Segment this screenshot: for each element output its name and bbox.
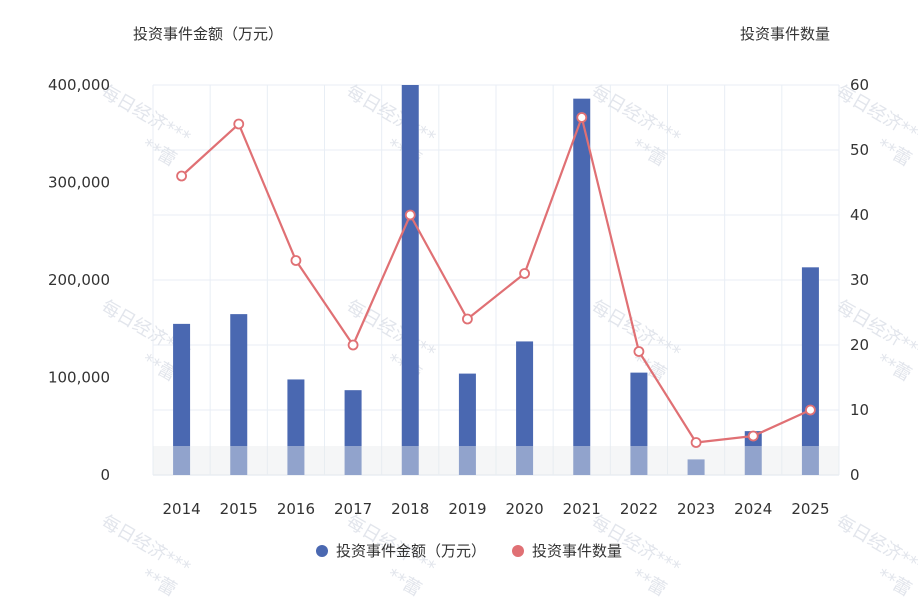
bar-2025[interactable]: [802, 267, 819, 475]
watermark-text: 每日经济***: [833, 511, 918, 579]
x-axis-tick-label: 2019: [448, 500, 486, 518]
watermark-layer: 每日经济*****蕾每日经济*****蕾每日经济*****蕾每日经济*****蕾…: [85, 81, 918, 601]
right-axis-tick-label: 30: [850, 271, 869, 289]
bar-2018[interactable]: [402, 85, 419, 475]
line-point-2021[interactable]: [577, 113, 586, 122]
line-point-2023[interactable]: [692, 438, 701, 447]
line-point-2018[interactable]: [406, 211, 415, 220]
legend-marker: [316, 545, 328, 557]
watermark: 每日经济*****蕾: [820, 511, 918, 601]
left-axis-tick-label: 200,000: [48, 271, 110, 289]
left-axis-tick-label: 100,000: [48, 369, 110, 387]
line-point-2020[interactable]: [520, 269, 529, 278]
x-axis-tick-label: 2022: [620, 500, 658, 518]
legend-item-amount[interactable]: 投资事件金额（万元）: [316, 542, 486, 560]
right-axis-tick-label: 0: [850, 466, 860, 484]
line-point-2016[interactable]: [291, 256, 300, 265]
line-point-2022[interactable]: [634, 347, 643, 356]
watermark: 每日经济*****蕾: [330, 81, 439, 171]
left-axis-tick-label: 400,000: [48, 76, 110, 94]
right-axis-title: 投资事件数量: [740, 25, 830, 43]
line-point-2017[interactable]: [349, 341, 358, 350]
legend-label: 投资事件金额（万元）: [336, 542, 486, 560]
x-axis-tick-label: 2024: [734, 500, 772, 518]
line-point-2014[interactable]: [177, 172, 186, 181]
watermark-text: 每日经济***: [833, 296, 918, 364]
legend[interactable]: 投资事件金额（万元） 投资事件数量: [316, 542, 622, 560]
line-point-2024[interactable]: [749, 432, 758, 441]
legend-label: 投资事件数量: [532, 542, 622, 560]
legend-marker: [512, 545, 524, 557]
x-axis-tick-label: 2025: [791, 500, 829, 518]
line-point-2019[interactable]: [463, 315, 472, 324]
watermark: 每日经济*****蕾: [330, 296, 439, 386]
line-point-2015[interactable]: [234, 120, 243, 129]
right-axis-tick-label: 40: [850, 206, 869, 224]
x-axis-tick-label: 2023: [677, 500, 715, 518]
x-axis-tick-label: 2021: [563, 500, 601, 518]
x-axis-tick-label: 2014: [162, 500, 200, 518]
watermark: 每日经济*****蕾: [85, 511, 194, 601]
zoom-band[interactable]: [153, 446, 839, 475]
right-axis-tick-label: 20: [850, 336, 869, 354]
right-axis-tick-label: 50: [850, 141, 869, 159]
right-axis-tick-label: 60: [850, 76, 869, 94]
x-axis-tick-label: 2015: [220, 500, 258, 518]
watermark-text: 每日经济***: [833, 81, 918, 149]
x-axis-tick-label: 2017: [334, 500, 372, 518]
grid-layer: [153, 85, 839, 475]
watermark: 每日经济*****蕾: [85, 81, 194, 171]
x-axis-tick-label: 2018: [391, 500, 429, 518]
x-axis-tick-label: 2016: [277, 500, 315, 518]
line-point-2025[interactable]: [806, 406, 815, 415]
right-axis-tick-label: 10: [850, 401, 869, 419]
x-axis-tick-label: 2020: [505, 500, 543, 518]
bar-2021[interactable]: [573, 99, 590, 475]
left-axis-tick-label: 0: [100, 466, 110, 484]
legend-item-count[interactable]: 投资事件数量: [512, 542, 622, 560]
left-axis-title: 投资事件金额（万元）: [133, 25, 283, 43]
left-axis-tick-label: 300,000: [48, 174, 110, 192]
